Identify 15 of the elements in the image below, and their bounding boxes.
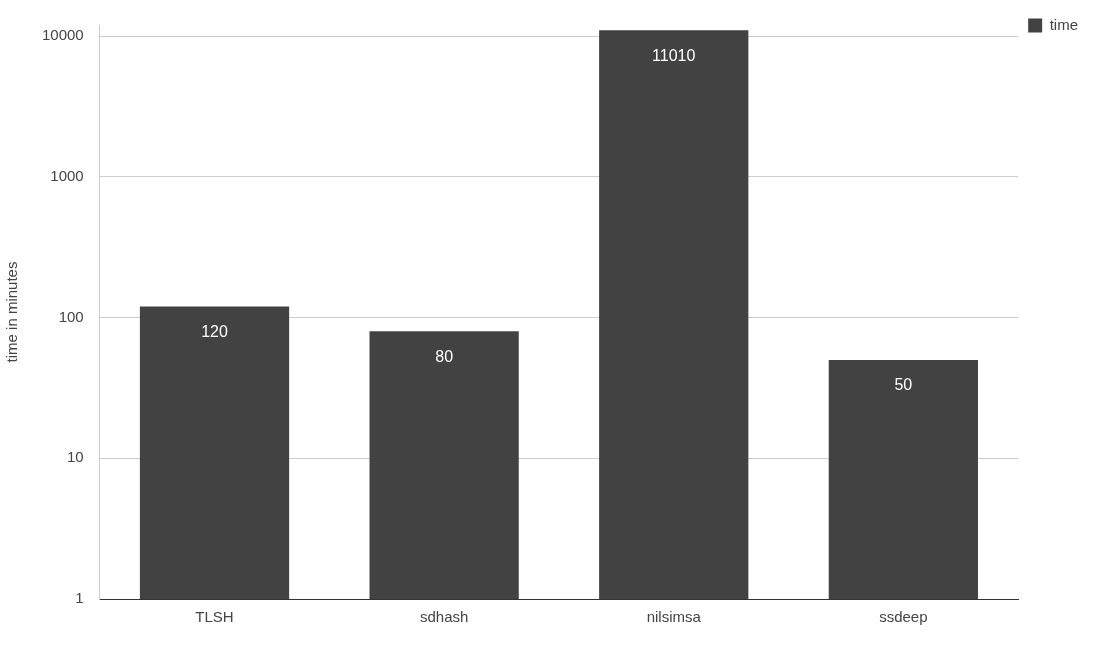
y-tick-label: 10 bbox=[67, 448, 84, 466]
data-label: 50 bbox=[894, 376, 913, 394]
x-tick-label: TLSH bbox=[195, 608, 234, 626]
data-label: 120 bbox=[201, 322, 228, 340]
x-tick-label: nilsimsa bbox=[646, 608, 702, 626]
y-axis-title: time in minutes bbox=[3, 261, 21, 363]
y-tick-label: 1000 bbox=[50, 167, 84, 184]
y-tick-label: 10000 bbox=[41, 26, 84, 44]
x-tick-label: sdhash bbox=[419, 608, 469, 626]
data-label: 80 bbox=[435, 347, 454, 365]
y-tick-label: 100 bbox=[58, 307, 84, 325]
y-tick-label: 1 bbox=[75, 589, 84, 607]
data-label: 11010 bbox=[652, 46, 696, 64]
legend-label: time bbox=[1049, 15, 1079, 33]
x-tick-label: ssdeep bbox=[879, 608, 928, 626]
